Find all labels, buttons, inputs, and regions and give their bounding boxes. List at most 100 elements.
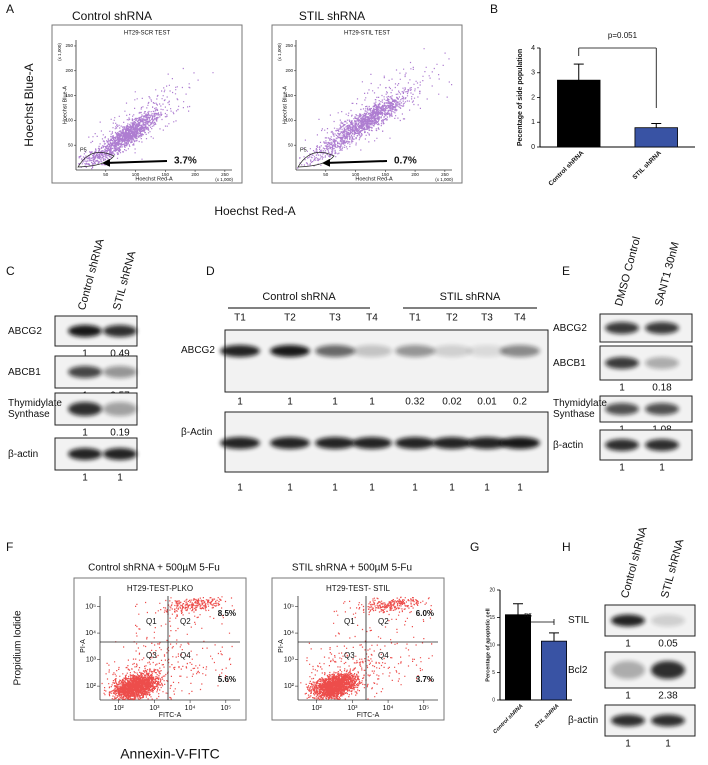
band: [432, 345, 472, 357]
panel-letter: E: [562, 264, 570, 278]
lane-label: STIL shRNA: [659, 537, 686, 599]
y-axis-label: Hoechst Blue-A: [22, 63, 36, 146]
y-tick-label: 250: [65, 43, 73, 48]
group-label: STIL shRNA: [440, 291, 501, 303]
y-tick-label: 2: [531, 94, 535, 101]
quantification: 1: [117, 473, 123, 484]
scale-note: (x 1,000): [435, 177, 453, 182]
quantification: 0.2: [513, 397, 527, 408]
annotation: ns: [524, 612, 532, 619]
inner-x-label: Hoechst Red-A: [355, 176, 393, 182]
row-label: ABCG2: [8, 325, 42, 337]
band: [605, 439, 639, 451]
quantification: 1: [517, 483, 523, 494]
quantification: 0.19: [110, 428, 130, 439]
plot-header: HT29-TEST-PLKO: [127, 584, 193, 593]
y-tick-label: 200: [285, 68, 293, 73]
lane-label: T1: [234, 313, 246, 324]
event-cloud: [101, 596, 235, 701]
row-label: ABCG2: [181, 344, 215, 356]
x-tick-label: 100: [132, 172, 140, 177]
quantification: 1: [332, 397, 338, 408]
y-tick-label: 10³: [284, 656, 295, 663]
band: [645, 357, 679, 369]
inner-y-label: PI-A: [278, 639, 285, 653]
bar: [541, 640, 568, 701]
panel-letter: F: [6, 540, 13, 554]
inner-x-label: FITC-A: [159, 712, 182, 719]
quadrant-label: Q3: [146, 651, 157, 660]
y-tick-label: 10³: [86, 656, 97, 663]
bar: [504, 614, 531, 701]
row-label: Thymidylate Synthase: [553, 398, 607, 420]
x-tick-label: 10⁵: [220, 705, 231, 712]
x-tick-label: 50: [323, 172, 329, 177]
gate: [297, 152, 335, 168]
x-axis-label: Annexin-V-FITC: [120, 746, 220, 762]
band: [68, 325, 102, 337]
bar: [557, 79, 601, 148]
quantification: 0.02: [442, 397, 462, 408]
y-tick-label: 4: [531, 45, 535, 52]
x-tick-label: 200: [411, 172, 419, 177]
quantification: 1: [287, 483, 293, 494]
x-tick-label: 150: [382, 172, 390, 177]
quantification: 1: [625, 691, 631, 702]
event-cloud: [297, 48, 453, 169]
y-tick-label: 3: [531, 70, 535, 77]
quantification: 1: [625, 639, 631, 650]
gate: [77, 152, 115, 168]
x-tick-label: 10⁴: [185, 705, 196, 712]
y-tick-label: 250: [285, 43, 293, 48]
quadrant-percent: 3.7%: [416, 675, 434, 684]
y-tick-label: 10²: [284, 683, 295, 690]
plot-title: STIL shRNA + 500µM 5-Fu: [292, 563, 412, 574]
band: [220, 345, 260, 357]
x-tick-label: 10³: [149, 705, 160, 712]
quadrant-label: Q1: [344, 617, 355, 626]
band: [611, 714, 645, 727]
panel-letter: G: [470, 540, 479, 554]
row-label: β-Actin: [181, 426, 213, 438]
y-tick-label: 5: [492, 670, 495, 676]
lane-label: T4: [366, 313, 378, 324]
plot-title: Control shRNA: [72, 9, 152, 23]
y-tick-label: 15: [489, 615, 495, 621]
x-tick-label: STIL shRNA: [631, 149, 663, 181]
band: [651, 714, 685, 727]
event-cloud: [300, 596, 433, 701]
band: [432, 437, 472, 449]
x-tick-label: 10³: [347, 705, 358, 712]
quantification: 1: [665, 739, 671, 750]
band: [68, 402, 102, 416]
y-tick-label: 200: [65, 68, 73, 73]
lane-label: DMSO Control: [613, 235, 643, 307]
lane-label: T1: [409, 313, 421, 324]
x-axis-label: Hoechst Red-A: [214, 204, 295, 218]
band: [68, 366, 102, 378]
band: [500, 437, 540, 449]
arrow: [102, 158, 168, 167]
lane-label: T3: [329, 313, 341, 324]
x-tick-label: 10⁵: [418, 705, 429, 712]
lane-label: STIL shRNA: [111, 249, 138, 311]
x-tick-label: 10²: [312, 705, 323, 712]
row-label: STIL: [568, 615, 590, 626]
y-axis-label: Propidium Iodide: [13, 610, 24, 685]
quadrant-label: Q4: [180, 651, 191, 660]
y-tick-label: 1: [531, 119, 535, 126]
x-tick-label: 150: [162, 172, 170, 177]
scale-note: (x 1,000): [215, 177, 233, 182]
lane-label: SANT1 30nM: [653, 241, 682, 308]
quantification: 2.38: [658, 691, 678, 702]
plot-frame: [271, 24, 463, 184]
annotation: p=0.051: [608, 31, 638, 40]
band: [651, 661, 685, 679]
plot-title: Control shRNA + 500µM 5-Fu: [88, 563, 220, 574]
lane-label: T3: [481, 313, 493, 324]
panel-letter: D: [206, 264, 215, 278]
inner-x-label: FITC-A: [357, 712, 380, 719]
quadrant-label: Q2: [180, 617, 191, 626]
row-label: ABCG2: [553, 322, 587, 334]
